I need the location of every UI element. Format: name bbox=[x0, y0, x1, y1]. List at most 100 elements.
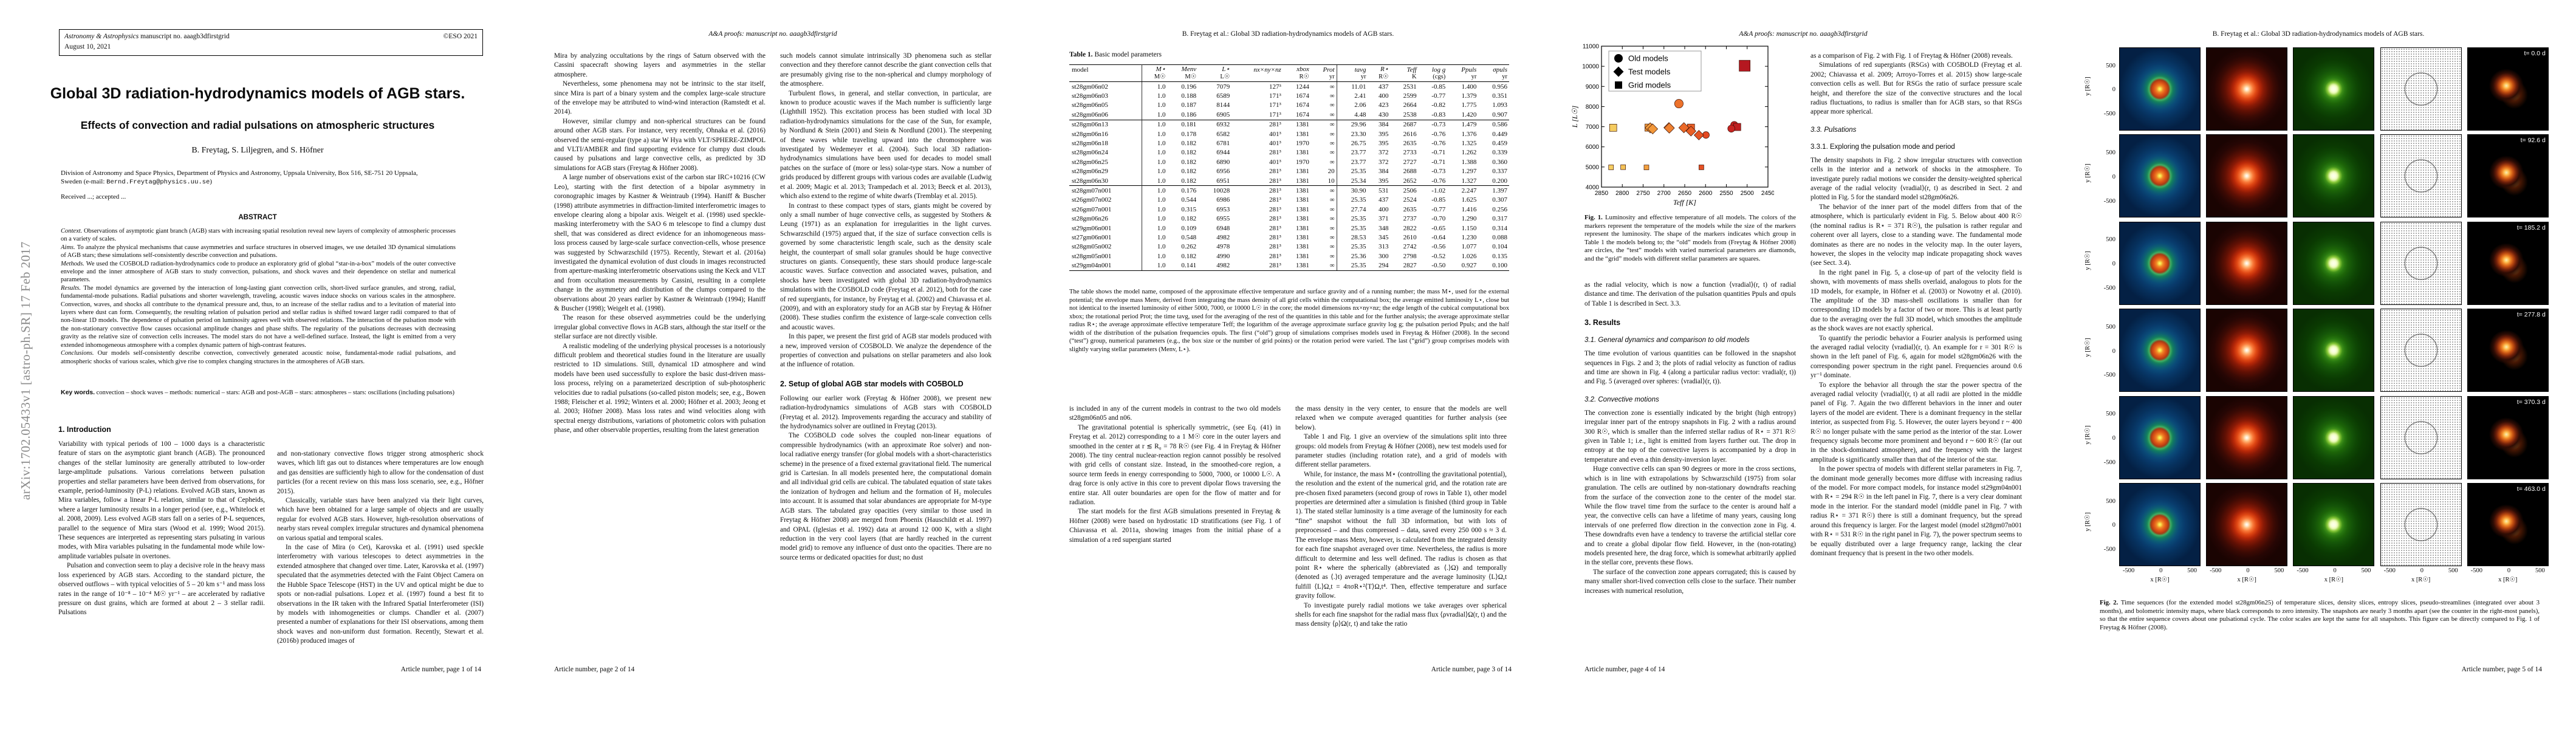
fig2-x-tick: 0 bbox=[2333, 567, 2337, 574]
fig2-y-axis-label: y [R☉] bbox=[2084, 251, 2091, 270]
running-head: A&A proofs: manuscript no. aaagb3dfirstg… bbox=[1739, 30, 1868, 38]
table-cell: 0.200 bbox=[1492, 177, 1507, 185]
fig2-x-axis-label: x [R☉] bbox=[2411, 577, 2431, 583]
fig2-panel-entropy bbox=[2293, 47, 2375, 131]
table-cell: 0.135 bbox=[1492, 252, 1507, 260]
table-cell: 2688 bbox=[1403, 168, 1417, 176]
svg-text:2450: 2450 bbox=[1761, 190, 1774, 197]
fig2-y-tick: 0 bbox=[2112, 261, 2115, 268]
table-cell: 0.182 bbox=[1181, 177, 1197, 185]
table-cell: 1381 bbox=[1295, 196, 1309, 204]
table-row: st28gm06n16 1.0 0.178 6582 401³ 1381 ∞ 23.30 395… bbox=[1069, 129, 1509, 139]
table-cell: 25.35 bbox=[1336, 223, 1368, 233]
table-cell: -0.71 bbox=[1431, 149, 1446, 157]
table-cell: -0.65 bbox=[1431, 224, 1446, 232]
fig2-y-tick: -500 bbox=[2103, 372, 2115, 379]
table-cell: ∞ bbox=[1329, 111, 1335, 118]
table-cell: 25.35 bbox=[1336, 166, 1368, 176]
fig2-y-axis-label: y [R☉] bbox=[2084, 163, 2091, 183]
table-row: st26gm07n002 1.0 0.544 6986 281³ 1381 ∞ 25.35 43… bbox=[1069, 195, 1509, 205]
table-cell: st29gm06n001 bbox=[1069, 223, 1143, 233]
table-cell: 127³ bbox=[1269, 83, 1281, 91]
paragraph: Variability with typical periods of 100 … bbox=[58, 440, 265, 560]
paragraph: Pulsation and convection seem to play a … bbox=[58, 562, 265, 617]
fig2-x-axis-label: x [R☉] bbox=[2237, 577, 2256, 583]
table-cell: 2822 bbox=[1403, 224, 1417, 232]
table-cell: 0.176 bbox=[1167, 185, 1199, 196]
fig2-x-tick: 500 bbox=[2448, 567, 2458, 574]
table-cell: -0.82 bbox=[1431, 101, 1446, 109]
table-cell: 401³ bbox=[1269, 140, 1281, 148]
table-cell: 1.376 bbox=[1461, 130, 1477, 138]
table-cell: st28gm06n02 bbox=[1069, 81, 1143, 92]
table-cell: ∞ bbox=[1329, 243, 1335, 251]
table-row: st28gm06n05 1.0 0.187 8144 171³ 1674 ∞ 2.06 423 2… bbox=[1069, 100, 1509, 111]
table-cell: 10028 bbox=[1198, 185, 1232, 196]
fig2-panel-entropy bbox=[2293, 395, 2375, 479]
table-cell: 1.0 bbox=[1142, 119, 1168, 129]
table-cell: 0.317 bbox=[1492, 215, 1507, 223]
manuscript-header-box: Astronomy & Astrophysics manuscript no. … bbox=[59, 29, 483, 56]
table-cell: 437 bbox=[1379, 196, 1389, 204]
table-cell: 0.141 bbox=[1167, 261, 1199, 271]
table-cell: 23.77 bbox=[1336, 157, 1368, 167]
table-cell: 1.0 bbox=[1157, 111, 1166, 118]
table-cell: 372 bbox=[1379, 149, 1389, 157]
table-cell: 1381 bbox=[1283, 119, 1311, 129]
table-cell: ∞ bbox=[1329, 224, 1335, 232]
table-cell: 423 bbox=[1379, 101, 1389, 109]
table-cell: 29.96 bbox=[1336, 119, 1368, 129]
paragraph: is included in any of the current models… bbox=[1069, 405, 1281, 422]
table-cell: st28gm06n18 bbox=[1069, 139, 1143, 148]
table-cell: 281³ bbox=[1269, 168, 1281, 176]
table-cell: 1381 bbox=[1295, 149, 1309, 157]
fig2-panel-streamlines bbox=[2380, 309, 2462, 392]
table-cell: 28.53 bbox=[1336, 233, 1368, 242]
subsection-heading: 3.2. Convective motions bbox=[1584, 395, 1659, 403]
table-cell: 0.187 bbox=[1181, 101, 1197, 109]
fig2-time-label: t= 463.0 d bbox=[2516, 485, 2546, 493]
running-head: A&A proofs: manuscript no. aaagb3dfirstg… bbox=[708, 30, 837, 38]
fig2-time-label: t= 370.3 d bbox=[2516, 398, 2546, 406]
abstract-item: Conclusions. Our models self-consistentl… bbox=[61, 350, 456, 365]
table-cell: st28gm06n26 bbox=[1069, 214, 1143, 224]
column-right: and non-stationary convective flows trig… bbox=[277, 425, 484, 663]
table-cell: 2742 bbox=[1403, 243, 1417, 251]
paragraph: To explore the behavior all through the … bbox=[1810, 381, 2022, 464]
paragraph: and non-stationary convective flows trig… bbox=[277, 450, 484, 495]
authors: B. Freytag, S. Liljegren, and S. Höfner bbox=[191, 146, 324, 155]
paragraph: In the case of Mira (o Cet), Karovska et… bbox=[277, 544, 484, 645]
table-header: model bbox=[1069, 64, 1143, 82]
table-cell: 0.459 bbox=[1492, 140, 1507, 148]
manuscript-date: August 10, 2021 bbox=[64, 43, 111, 50]
table-cell: ∞ bbox=[1329, 158, 1335, 166]
received-accepted-line: Received ...; accepted ... bbox=[61, 193, 126, 200]
fig2-x-tick: 500 bbox=[2535, 567, 2545, 574]
table-cell: -0.76 bbox=[1431, 130, 1446, 138]
table-cell: 6781 bbox=[1216, 140, 1230, 148]
table-cell: 430 bbox=[1379, 111, 1389, 118]
table-cell: 2733 bbox=[1403, 149, 1417, 157]
table-cell: 2635 bbox=[1403, 140, 1417, 148]
page-footer: Article number, page 4 of 14 bbox=[1584, 666, 1665, 673]
fig1-scatter-chart: 2850 2800 2750 2700 2650 2600 2550 2500 2450 4000… bbox=[1567, 38, 1775, 220]
paragraph: The CO5BOLD code solves the coupled non-… bbox=[780, 432, 992, 561]
page-3: B. Freytag et al.: Global 3D radiation-h… bbox=[1030, 0, 1546, 729]
paragraph: as the radial velocity, which is now a f… bbox=[1584, 281, 1796, 307]
table-row: st28gm06n06 1.0 0.186 6905 171³ 1674 ∞ 4.48 430 2… bbox=[1069, 110, 1509, 120]
table-cell: st28gm06n03 bbox=[1069, 91, 1143, 101]
paragraph: Huge convective cells can span 90 degree… bbox=[1584, 465, 1796, 567]
manuscript-no: manuscript no. aaagb3dfirstgrid bbox=[139, 33, 230, 40]
table-row: st28gm06n25 1.0 0.182 6890 401³ 1970 ∞ 23.77 372… bbox=[1069, 157, 1509, 167]
table-cell: 0.188 bbox=[1181, 92, 1197, 100]
table-row: st28gm06n02 1.0 0.196 7079 127³ 1244 ∞ 11.01 437… bbox=[1069, 81, 1509, 92]
table-row: st28gm06n18 1.0 0.182 6781 401³ 1970 ∞ 26.75 395… bbox=[1069, 139, 1509, 148]
fig2-x-tick: 0 bbox=[2246, 567, 2250, 574]
paragraph: The behavior of the inner part of the mo… bbox=[1810, 203, 2022, 267]
svg-text:2550: 2550 bbox=[1719, 190, 1733, 197]
table-cell: 281³ bbox=[1269, 196, 1281, 204]
table-row: st28gm06n26 1.0 0.182 6955 281³ 1381 ∞ 25.35 371… bbox=[1069, 214, 1509, 224]
table-cell: 1.0 bbox=[1157, 92, 1166, 100]
section-heading: 2. Setup of global AGB star models with … bbox=[780, 379, 964, 388]
table-cell: -0.77 bbox=[1431, 92, 1446, 100]
